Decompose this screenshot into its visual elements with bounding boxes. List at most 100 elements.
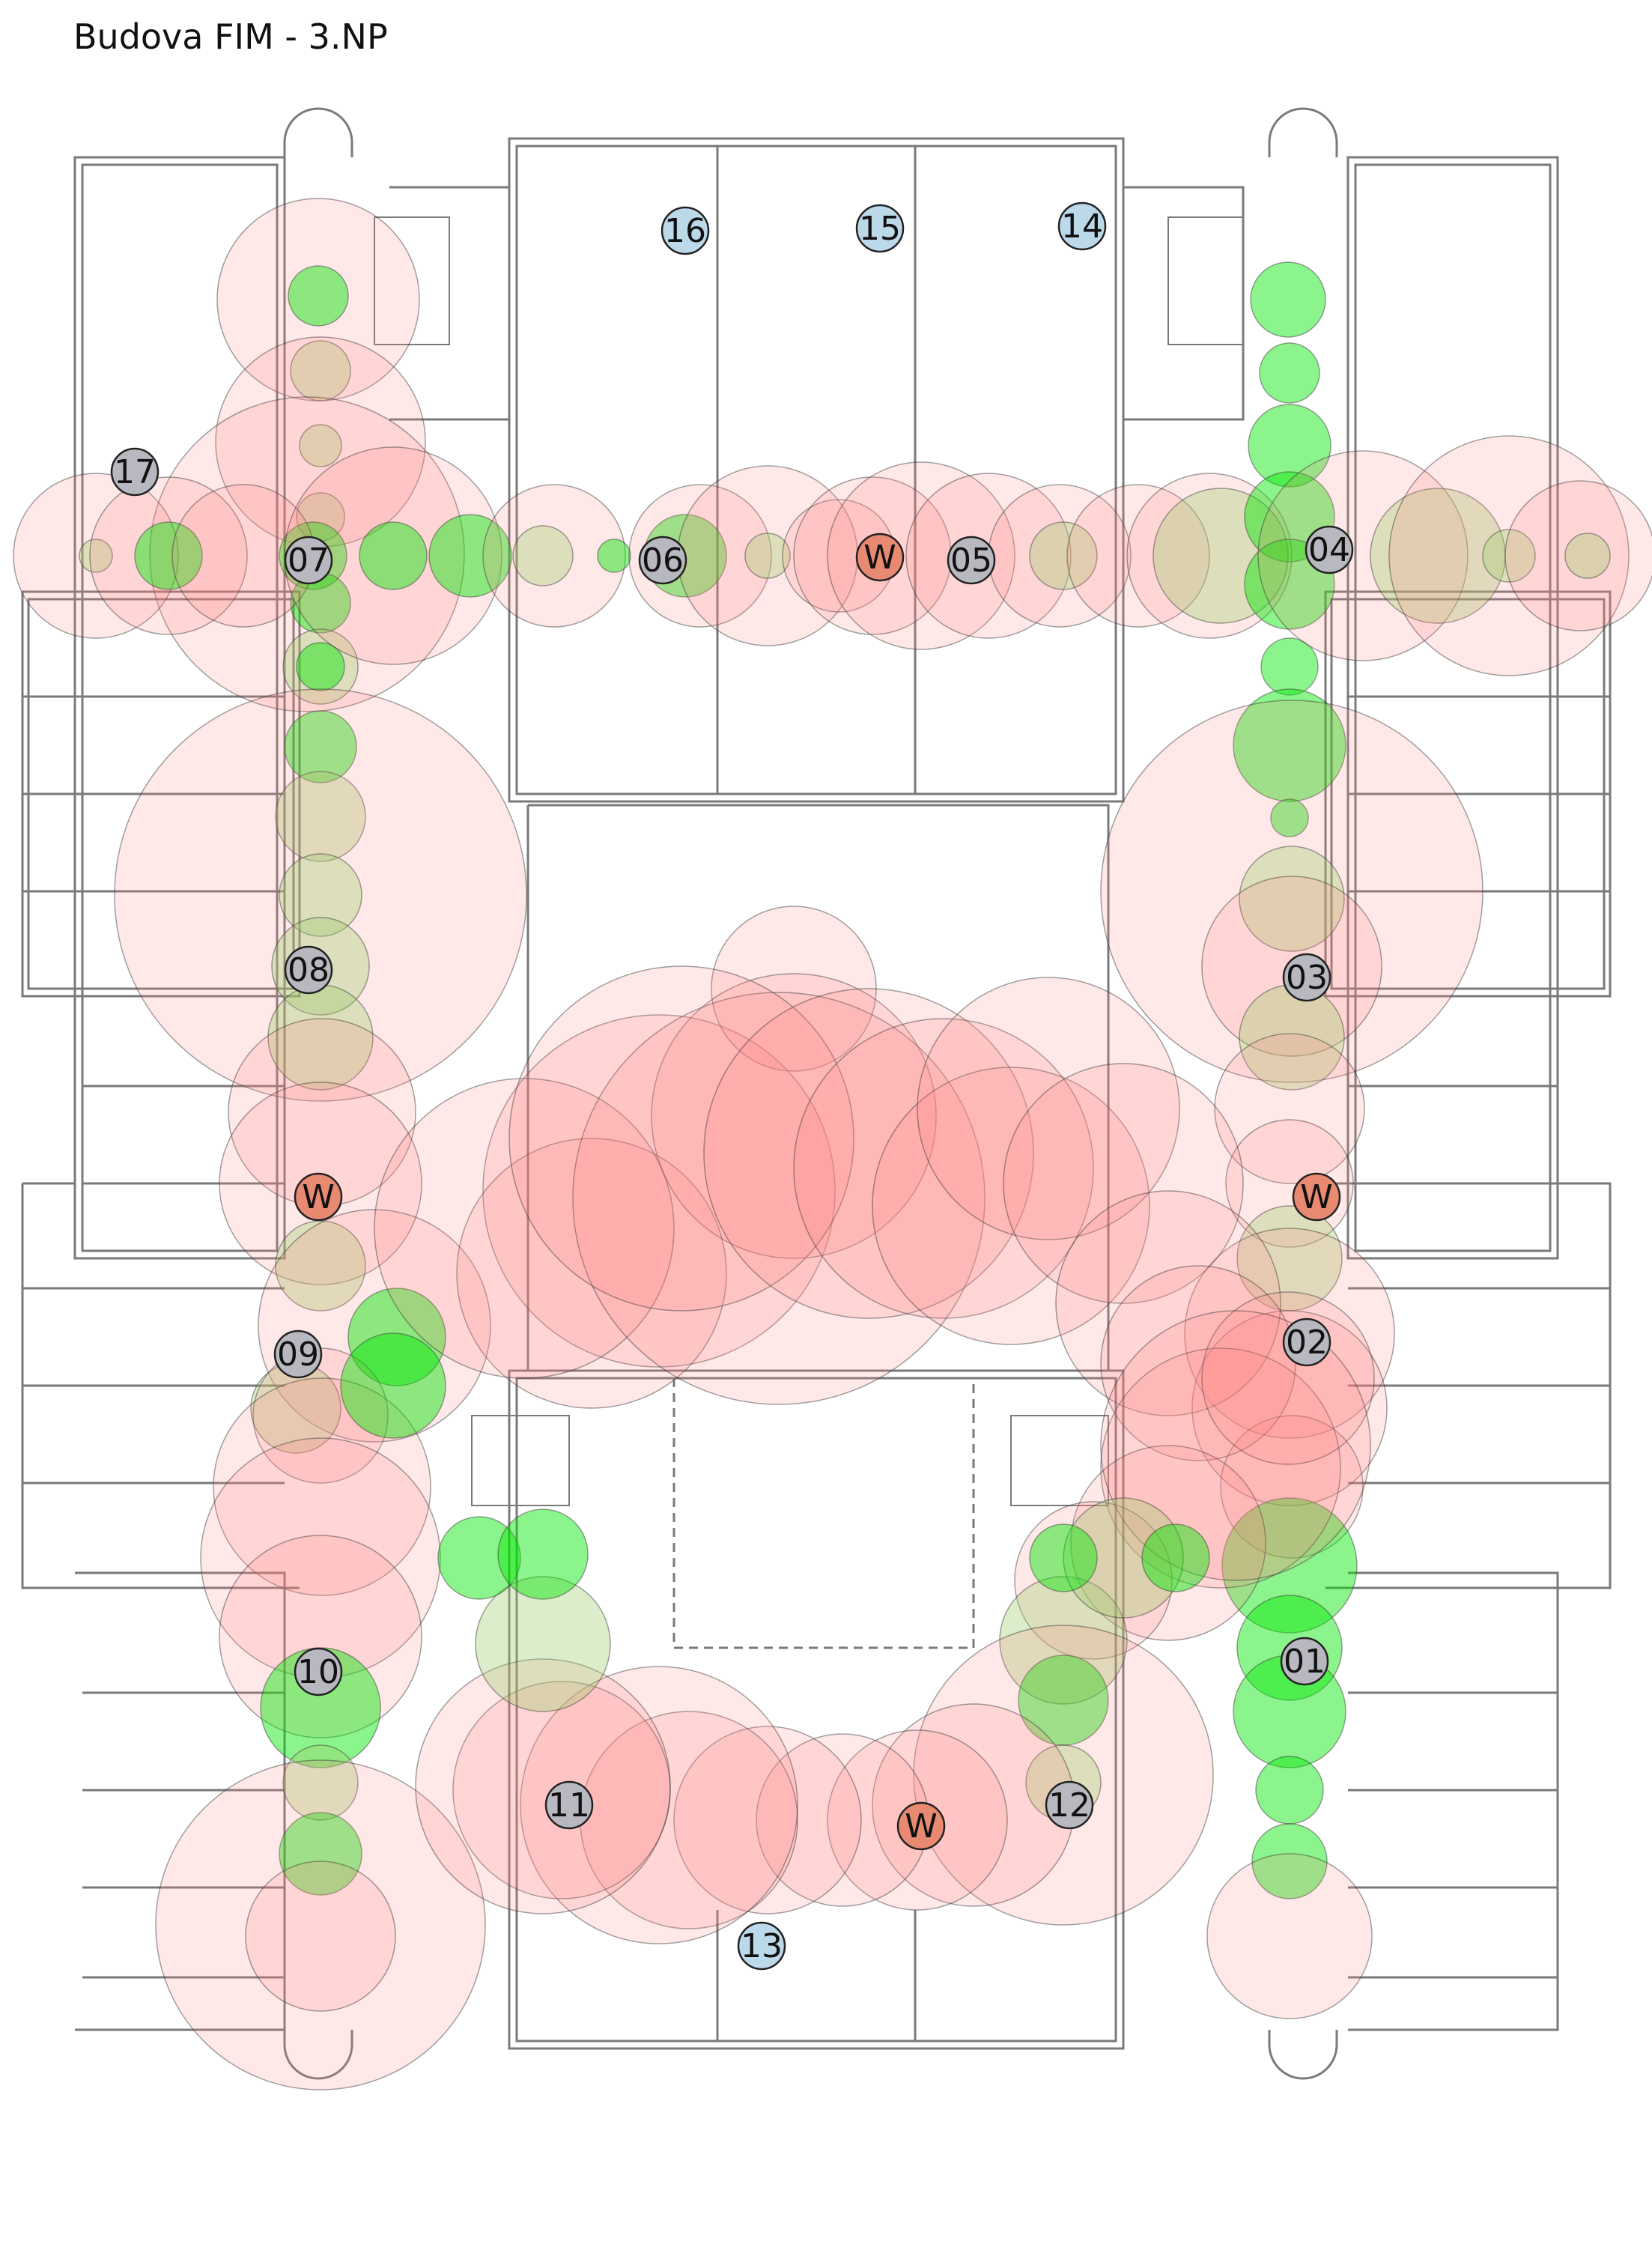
coverage-circle — [673, 1726, 862, 1914]
reference-point-marker-16[interactable]: 16 — [661, 206, 710, 255]
coverage-layer — [13, 198, 1652, 2090]
coverage-circle — [374, 1078, 675, 1379]
coverage-circle — [1029, 1523, 1098, 1592]
reference-point-marker-15[interactable]: 15 — [855, 204, 905, 253]
access-point-marker-11[interactable]: 11 — [544, 1780, 594, 1830]
coverage-circle — [497, 1508, 589, 1600]
marker-label: 14 — [1061, 207, 1103, 246]
window-marker-w-19[interactable]: W — [1292, 1172, 1341, 1222]
coverage-circle — [284, 446, 502, 665]
coverage-circle — [512, 525, 574, 586]
coverage-circle — [482, 1014, 836, 1368]
coverage-circle — [572, 992, 986, 1405]
access-point-marker-10[interactable]: 10 — [294, 1647, 343, 1696]
coverage-circle — [437, 1516, 521, 1600]
coverage-circle — [1018, 1655, 1109, 1746]
coverage-circle — [1259, 342, 1320, 404]
access-point-marker-01[interactable]: 01 — [1280, 1637, 1329, 1686]
access-point-marker-08[interactable]: 08 — [284, 945, 333, 995]
coverage-circle — [1100, 1347, 1341, 1589]
coverage-circle — [13, 473, 179, 639]
window-marker-w-20[interactable]: W — [896, 1801, 946, 1851]
marker-circle — [737, 1921, 786, 1971]
coverage-circle — [296, 642, 345, 691]
marker-label: 01 — [1284, 1643, 1325, 1681]
coverage-circle — [340, 1332, 446, 1439]
access-point-marker-12[interactable]: 12 — [1045, 1780, 1094, 1830]
reference-point-marker-13[interactable]: 13 — [737, 1921, 786, 1971]
reference-point-marker-14[interactable]: 14 — [1057, 201, 1107, 251]
coverage-circle — [1233, 688, 1346, 802]
coverage-circle — [1236, 1205, 1343, 1311]
coverage-circle — [79, 539, 113, 573]
coverage-circle — [1388, 435, 1630, 676]
marker-label: 02 — [1286, 1323, 1328, 1362]
marker-circle — [1280, 1637, 1329, 1686]
coverage-circle — [1255, 1756, 1324, 1825]
marker-label: 15 — [859, 210, 901, 248]
access-point-marker-02[interactable]: 02 — [1282, 1317, 1331, 1367]
coverage-circle — [288, 265, 349, 327]
coverage-circle — [155, 1759, 486, 2090]
access-point-marker-03[interactable]: 03 — [1282, 953, 1331, 1002]
coverage-circle — [917, 977, 1180, 1240]
coverage-circle — [651, 973, 937, 1259]
coverage-circle — [1153, 488, 1289, 624]
coverage-circle — [216, 198, 420, 401]
marker-circle — [1057, 201, 1107, 251]
marker-layer: 01 02 03 04 05 06 07 08 09 10 11 12 13 14 15 16 17 W W W W — [110, 201, 1354, 1971]
marker-circle — [294, 1172, 343, 1222]
coverage-circle — [1221, 1497, 1358, 1634]
coverage-circle — [1070, 1445, 1266, 1641]
coverage-circle — [1251, 1823, 1328, 1899]
marker-label: 12 — [1048, 1786, 1090, 1825]
coverage-circle — [213, 1377, 431, 1596]
coverage-circle — [282, 1744, 359, 1821]
access-point-marker-17[interactable]: 17 — [110, 447, 160, 497]
marker-label: 16 — [664, 212, 706, 250]
marker-label: 09 — [277, 1335, 319, 1374]
marker-circle — [273, 1329, 323, 1379]
marker-circle — [855, 204, 905, 253]
marker-label: W — [1300, 1178, 1333, 1216]
coverage-circle — [1055, 1190, 1281, 1416]
coverage-circle — [1270, 798, 1309, 837]
coverage-circle — [1014, 1501, 1173, 1660]
coverage-circle — [1257, 450, 1469, 661]
coverage-circle — [1206, 1853, 1373, 2019]
coverage-circle — [1239, 846, 1345, 952]
coverage-circle — [456, 1138, 727, 1409]
marker-circle — [294, 1647, 343, 1696]
coverage-circle — [793, 1018, 1094, 1319]
coverage-circle — [1248, 404, 1331, 488]
window-marker-w-17[interactable]: W — [855, 533, 905, 582]
marker-circle — [1282, 1317, 1331, 1367]
marker-label: 08 — [288, 951, 330, 989]
access-point-marker-09[interactable]: 09 — [273, 1329, 323, 1379]
access-point-marker-05[interactable]: 05 — [947, 536, 996, 585]
map-title: Budova FIM - 3.NP — [73, 16, 388, 57]
marker-label: W — [863, 539, 896, 577]
coverage-circle — [284, 710, 357, 783]
coverage-circle — [114, 688, 527, 1102]
coverage-circle — [428, 514, 512, 598]
coverage-circle — [245, 1861, 396, 2012]
marker-circle — [1292, 1172, 1341, 1222]
marker-circle — [661, 206, 710, 255]
access-point-marker-06[interactable]: 06 — [638, 536, 687, 585]
coverage-circle — [282, 628, 359, 705]
coverage-circle — [1063, 1497, 1184, 1619]
coverage-circle — [520, 1666, 798, 1944]
marker-circle — [1282, 953, 1331, 1002]
window-marker-w-18[interactable]: W — [294, 1172, 343, 1222]
access-point-marker-07[interactable]: 07 — [284, 536, 333, 585]
marker-label: W — [905, 1807, 938, 1846]
coverage-circle — [299, 424, 342, 467]
marker-label: 06 — [642, 542, 684, 580]
access-point-marker-04[interactable]: 04 — [1305, 525, 1354, 574]
marker-label: 05 — [950, 542, 992, 580]
marker-circle — [896, 1801, 946, 1851]
coverage-circle — [872, 1067, 1150, 1345]
coverage-circle — [1100, 1310, 1371, 1581]
marker-label: 17 — [114, 453, 156, 491]
